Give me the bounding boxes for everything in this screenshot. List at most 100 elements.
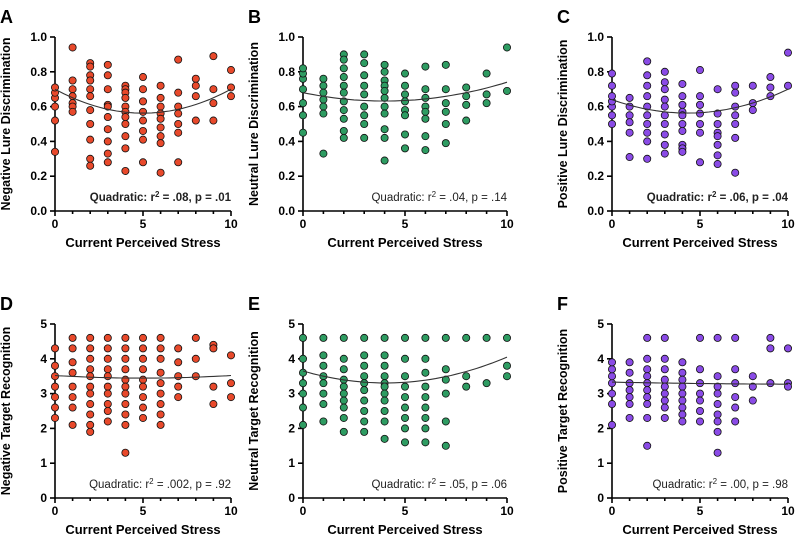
data-point: [660, 382, 669, 391]
data-point: [696, 120, 705, 129]
data-point: [121, 344, 130, 353]
data-point: [380, 396, 389, 405]
data-point: [339, 126, 348, 135]
data-point: [731, 120, 740, 129]
data-point: [156, 123, 165, 132]
stat-annotation: Quadratic: r2 = .04, p = .14: [371, 190, 507, 205]
data-point: [191, 92, 200, 101]
data-point: [51, 344, 60, 353]
data-point: [678, 92, 687, 101]
data-point: [68, 333, 77, 342]
data-point: [441, 120, 450, 129]
data-point: [68, 107, 77, 116]
data-point: [174, 88, 183, 97]
data-point: [713, 389, 722, 398]
data-point: [121, 93, 130, 102]
data-point: [643, 393, 652, 402]
x-axis-title: Current Perceived Stress: [65, 235, 220, 250]
data-point: [339, 333, 348, 342]
data-point: [121, 389, 130, 398]
data-point: [625, 118, 634, 127]
data-point: [400, 354, 409, 363]
x-axis-title: Current Perceived Stress: [327, 522, 482, 537]
data-point: [625, 393, 634, 402]
panel-letter: F: [557, 294, 568, 314]
y-tick-label: 5: [597, 317, 604, 331]
data-point: [441, 60, 450, 69]
data-point: [380, 102, 389, 111]
data-point: [660, 95, 669, 104]
data-point: [191, 116, 200, 125]
data-point: [339, 413, 348, 422]
data-point: [156, 333, 165, 342]
x-axis-title: Current Perceived Stress: [65, 522, 220, 537]
data-point: [784, 344, 793, 353]
data-point: [608, 92, 617, 101]
data-point: [380, 60, 389, 69]
data-point: [174, 120, 183, 129]
data-point: [713, 132, 722, 141]
data-point: [731, 403, 740, 412]
data-point: [86, 154, 95, 163]
data-point: [421, 393, 430, 402]
x-tick-label: 0: [300, 504, 307, 518]
data-point: [380, 361, 389, 370]
data-point: [226, 83, 235, 92]
data-point: [226, 66, 235, 75]
data-point: [174, 372, 183, 381]
data-point: [660, 120, 669, 129]
data-point: [608, 389, 617, 398]
x-tick-label: 5: [140, 217, 147, 231]
y-tick-label: 0: [40, 491, 47, 505]
data-point: [482, 379, 491, 388]
data-point: [339, 106, 348, 115]
data-point: [68, 76, 77, 85]
y-tick-label: 0: [597, 491, 604, 505]
data-point: [191, 372, 200, 381]
data-point: [678, 375, 687, 384]
data-point: [421, 382, 430, 391]
data-point: [86, 106, 95, 115]
data-point: [608, 372, 617, 381]
data-point: [696, 158, 705, 167]
y-tick-label: 2: [40, 421, 47, 435]
data-point: [86, 161, 95, 170]
data-point: [766, 344, 775, 353]
data-point: [339, 88, 348, 97]
stat-annotation: Quadratic: r2 = .08, p = .01: [90, 190, 232, 205]
y-tick-label: 1.0: [30, 30, 47, 44]
data-point: [191, 333, 200, 342]
data-point: [103, 71, 112, 80]
data-point: [696, 333, 705, 342]
data-point: [696, 417, 705, 426]
data-point: [400, 372, 409, 381]
data-point: [608, 400, 617, 409]
data-point: [360, 406, 369, 415]
data-point: [643, 413, 652, 422]
data-point: [421, 413, 430, 422]
data-point: [339, 382, 348, 391]
data-point: [660, 375, 669, 384]
y-tick-label: 1.0: [278, 30, 295, 44]
y-tick-label: 0: [288, 491, 295, 505]
data-point: [380, 351, 389, 360]
data-point: [731, 333, 740, 342]
data-point: [156, 400, 165, 409]
data-point: [298, 111, 307, 120]
data-point: [713, 333, 722, 342]
data-point: [209, 99, 218, 108]
data-point: [696, 92, 705, 101]
data-point: [643, 128, 652, 137]
data-point: [678, 120, 687, 129]
x-tick-label: 10: [781, 504, 795, 518]
data-point: [380, 125, 389, 134]
data-point: [298, 99, 307, 108]
data-point: [339, 389, 348, 398]
data-point: [103, 365, 112, 374]
data-point: [766, 379, 775, 388]
data-point: [51, 393, 60, 402]
data-point: [298, 333, 307, 342]
data-point: [103, 149, 112, 158]
data-point: [360, 120, 369, 129]
data-point: [441, 417, 450, 426]
